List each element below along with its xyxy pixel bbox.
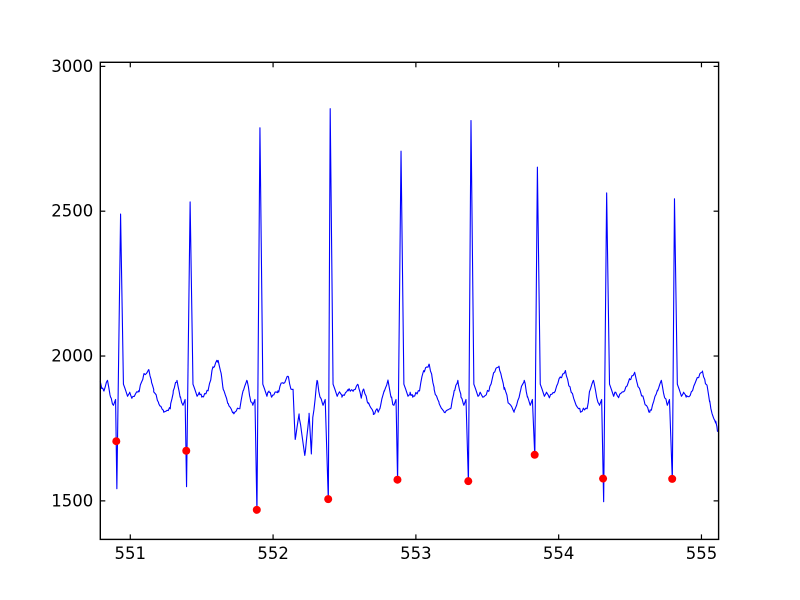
y-tick-label: 1500 (51, 491, 93, 510)
y-tick-label: 3000 (51, 57, 93, 76)
minima-marker (599, 474, 608, 483)
ecg-signal-line (99, 108, 719, 513)
minima-marker (112, 437, 121, 446)
minima-marker (252, 505, 261, 514)
y-tick-label: 2500 (51, 202, 93, 221)
x-tick-label: 552 (257, 544, 289, 563)
x-tick-label: 555 (686, 544, 718, 563)
plot-area (100, 62, 719, 540)
minima-marker (530, 450, 539, 459)
minima-marker (668, 474, 677, 483)
minima-marker (182, 446, 191, 455)
x-tick-label: 554 (543, 544, 575, 563)
minima-marker (393, 475, 402, 484)
x-tick-label: 551 (115, 544, 147, 563)
axes-spines (99, 61, 720, 541)
minima-marker (464, 477, 473, 486)
x-tick-label: 553 (400, 544, 432, 563)
y-tick-label: 2000 (51, 347, 93, 366)
minima-marker (324, 495, 333, 504)
